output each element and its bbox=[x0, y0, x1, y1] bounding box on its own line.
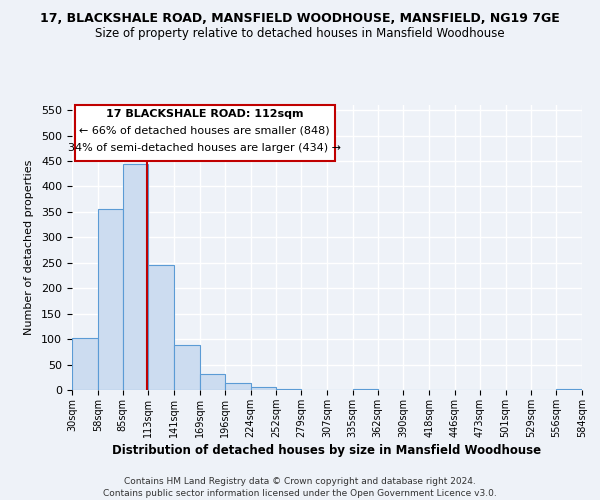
Text: 17 BLACKSHALE ROAD: 112sqm: 17 BLACKSHALE ROAD: 112sqm bbox=[106, 110, 304, 120]
Y-axis label: Number of detached properties: Number of detached properties bbox=[24, 160, 34, 335]
Bar bbox=[98, 210, 122, 390]
Bar bbox=[225, 383, 251, 390]
Text: Contains public sector information licensed under the Open Government Licence v3: Contains public sector information licen… bbox=[103, 489, 497, 498]
Bar bbox=[122, 164, 148, 390]
Text: Size of property relative to detached houses in Mansfield Woodhouse: Size of property relative to detached ho… bbox=[95, 28, 505, 40]
Bar bbox=[200, 374, 225, 390]
Text: Contains HM Land Registry data © Crown copyright and database right 2024.: Contains HM Land Registry data © Crown c… bbox=[124, 478, 476, 486]
Bar bbox=[174, 345, 200, 390]
FancyBboxPatch shape bbox=[74, 105, 335, 160]
Text: 34% of semi-detached houses are larger (434) →: 34% of semi-detached houses are larger (… bbox=[68, 144, 341, 154]
Bar bbox=[148, 265, 174, 390]
Bar bbox=[72, 338, 98, 390]
X-axis label: Distribution of detached houses by size in Mansfield Woodhouse: Distribution of detached houses by size … bbox=[112, 444, 542, 457]
Bar bbox=[353, 389, 377, 390]
Text: ← 66% of detached houses are smaller (848): ← 66% of detached houses are smaller (84… bbox=[79, 126, 330, 136]
Text: 17, BLACKSHALE ROAD, MANSFIELD WOODHOUSE, MANSFIELD, NG19 7GE: 17, BLACKSHALE ROAD, MANSFIELD WOODHOUSE… bbox=[40, 12, 560, 26]
Bar bbox=[251, 388, 277, 390]
